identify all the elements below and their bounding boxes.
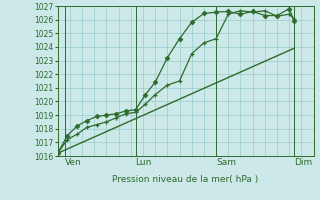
Text: Sam: Sam [216,158,236,167]
Text: Lun: Lun [136,158,152,167]
X-axis label: Pression niveau de la mer( hPa ): Pression niveau de la mer( hPa ) [112,175,259,184]
Text: Ven: Ven [65,158,82,167]
Text: Dim: Dim [294,158,312,167]
